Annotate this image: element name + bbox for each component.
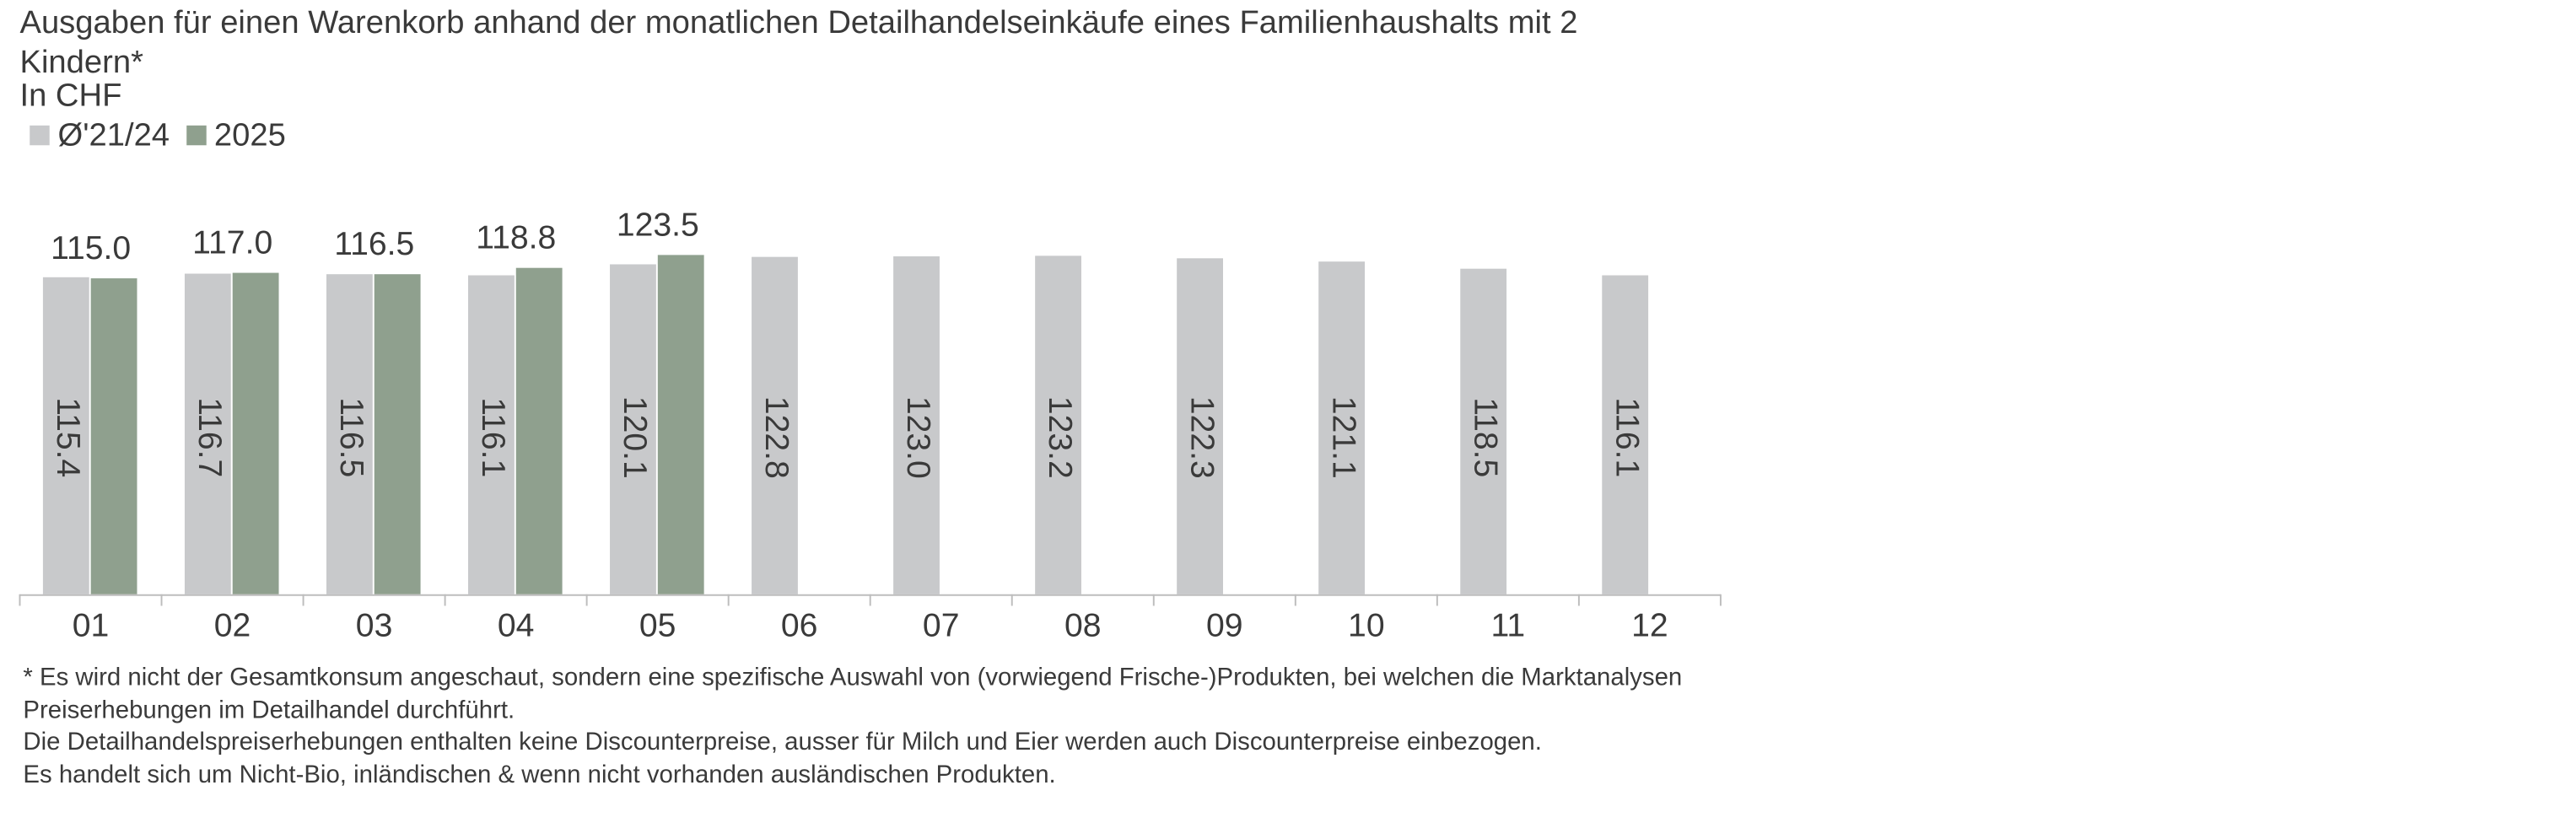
bar <box>515 267 563 594</box>
footnote: Die Detailhandelspreiserhebungen enthalt… <box>23 728 1542 756</box>
data-label: 116.5 <box>334 226 414 262</box>
bar <box>42 277 89 594</box>
data-label: 116.7 <box>191 397 228 477</box>
legend-label: Ø'21/24 <box>57 116 170 154</box>
bar <box>610 264 656 594</box>
x-tick-label: 05 <box>639 607 676 643</box>
legend-item: Ø'21/24 <box>30 116 170 155</box>
data-label: 123.0 <box>900 396 936 479</box>
legend-swatch <box>30 125 50 146</box>
footnote: * Es wird nicht der Gesamtkonsum angesch… <box>23 663 1683 724</box>
bar <box>1177 258 1224 594</box>
x-tick-label: 01 <box>73 607 110 643</box>
data-label: 120.1 <box>617 396 653 479</box>
legend-label: 2025 <box>213 116 286 154</box>
data-label: 118.5 <box>1467 397 1503 477</box>
bar <box>1460 268 1507 594</box>
legend-item: 2025 <box>186 116 286 155</box>
footnotes: * Es wird nicht der Gesamtkonsum angesch… <box>23 662 1740 791</box>
data-label: 116.5 <box>333 397 369 477</box>
data-label: 117.0 <box>192 225 272 261</box>
bar <box>184 273 231 594</box>
chart-title: Ausgaben für einen Warenkorb anhand der … <box>19 4 1578 81</box>
footnote: Es handelt sich um Nicht-Bio, inländisch… <box>23 761 1056 789</box>
legend: Ø'21/24 2025 <box>30 116 286 155</box>
data-label: 116.1 <box>475 397 511 477</box>
x-tick-label: 02 <box>214 607 251 643</box>
x-tick-label: 10 <box>1348 607 1385 643</box>
bar <box>1035 255 1081 594</box>
bar <box>326 274 373 594</box>
x-tick-label: 06 <box>781 607 818 643</box>
data-label: 122.8 <box>758 396 795 479</box>
data-label: 123.2 <box>1042 396 1078 479</box>
bar <box>468 275 515 594</box>
data-label: 122.3 <box>1183 396 1220 479</box>
data-label: 115.0 <box>51 230 131 266</box>
data-label: 118.8 <box>476 220 556 256</box>
bar <box>657 255 704 594</box>
x-tick-label: 09 <box>1206 607 1243 643</box>
bar <box>752 256 798 594</box>
x-tick-label: 07 <box>923 607 960 643</box>
bar <box>1318 261 1366 594</box>
bar <box>893 256 940 594</box>
bar <box>374 274 421 594</box>
bar <box>232 272 279 594</box>
bar <box>90 278 137 594</box>
x-tick-label: 03 <box>356 607 393 643</box>
data-label: 115.4 <box>50 397 86 477</box>
x-tick-label: 11 <box>1491 607 1526 643</box>
x-tick-label: 04 <box>498 607 535 643</box>
data-label: 123.5 <box>617 207 699 243</box>
legend-swatch <box>186 125 207 146</box>
data-label: 121.1 <box>1325 396 1361 479</box>
x-tick-label: 08 <box>1064 607 1102 643</box>
bar <box>1602 275 1649 594</box>
x-tick-label: 12 <box>1631 607 1668 643</box>
chart-subtitle: In CHF <box>19 78 122 115</box>
data-label: 116.1 <box>1609 397 1645 477</box>
